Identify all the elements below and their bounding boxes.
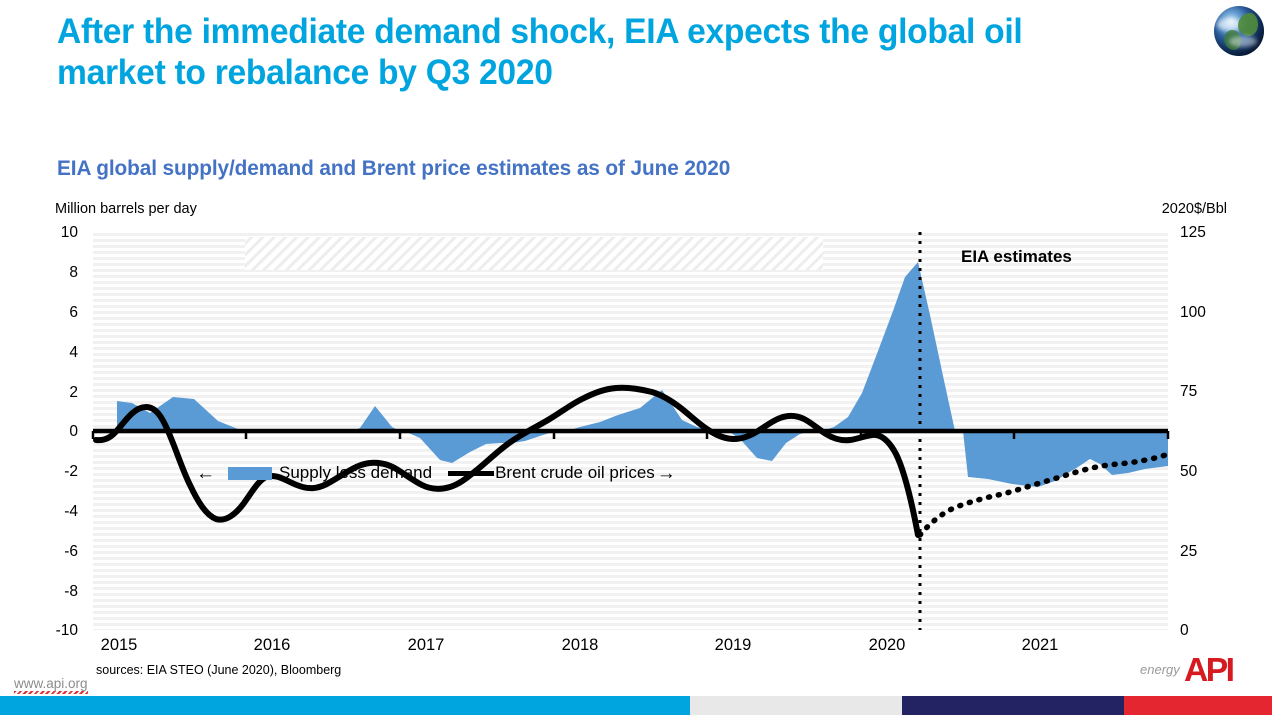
left-axis-arrow-icon: ←: [196, 462, 215, 484]
left-axis-unit-label: Million barrels per day: [55, 201, 197, 217]
api-logo-energy-word: energy: [1140, 662, 1180, 677]
x-axis-tick-label: 2017: [407, 636, 445, 654]
globe-cloud-shape: [1217, 18, 1243, 31]
chart-legend: ← Supply less demand Brent crude oil pri…: [196, 463, 676, 483]
bottom-color-bar: [0, 696, 1272, 715]
bottom-bar-segment-cyan: [0, 696, 690, 715]
api-logo: energy API: [1140, 651, 1252, 693]
brent-price-line-historical: [93, 384, 921, 538]
y2-axis-tick-label: 125: [1180, 224, 1206, 241]
api-logo-api-word: API: [1184, 651, 1235, 688]
chart-subtitle: EIA global supply/demand and Brent price…: [57, 157, 731, 180]
x-axis-tick-label: 2019: [714, 636, 752, 654]
bottom-bar-segment-navy: [902, 696, 1124, 715]
right-axis-unit-label: 2020$/Bbl: [1161, 201, 1227, 217]
globe-icon: [1214, 6, 1264, 56]
x-axis-tick-label: 2018: [561, 636, 599, 654]
bottom-bar-segment-gray: [690, 696, 902, 715]
y-axis-tick-label: 0: [69, 423, 78, 440]
right-axis-arrow-icon: →: [656, 462, 676, 484]
y2-axis-tick-label: 50: [1180, 463, 1198, 480]
y-axis-tick-label: -6: [64, 543, 78, 560]
y2-axis-tick-label: 0: [1180, 622, 1189, 639]
x-axis-tick-label: 2015: [100, 636, 138, 654]
legend-hatch-band: [245, 237, 823, 270]
x-axis-tick-label: 2021: [1021, 636, 1059, 654]
y-axis-tick-label: 4: [69, 344, 78, 361]
y2-axis-tick-label: 75: [1180, 383, 1198, 400]
globe-landmass-shape: [1238, 13, 1258, 36]
globe-cloud-shape: [1229, 36, 1257, 47]
x-axis-ticks: [91, 431, 1170, 439]
legend-label-brent-crude-oil-prices: Brent crude oil prices: [495, 463, 655, 482]
y-axis-tick-label: 8: [69, 264, 78, 281]
x-axis-tick-label: 2020: [868, 636, 906, 654]
y2-axis-tick-label: 25: [1180, 543, 1198, 560]
website-link[interactable]: www.api.org: [14, 676, 88, 694]
page-title: After the immediate demand shock, EIA ex…: [57, 12, 1023, 92]
brent-price-line-forecast: [917, 451, 1168, 538]
eia-estimates-annotation: EIA estimates: [961, 247, 1072, 266]
bottom-bar-segment-red: [1124, 696, 1272, 715]
y-axis-tick-label: -4: [64, 503, 78, 520]
x-axis-tick-label: 2016: [253, 636, 291, 654]
y-axis-tick-label: -10: [55, 622, 78, 639]
supply-less-demand-swatch: [228, 466, 272, 480]
brent-price-line-swatch: [448, 470, 495, 476]
y-axis-tick-label: 6: [69, 304, 78, 321]
chart-container: 10 8 6 4 2 0 -2 -4 -6 -8 -10 125 100 75 …: [0, 215, 1272, 654]
chart-plot-svg: [91, 232, 1170, 630]
y-axis-tick-label: -8: [64, 583, 78, 600]
y-axis-tick-label: 2: [69, 384, 78, 401]
globe-landmass-shape: [1224, 30, 1241, 50]
source-note: sources: EIA STEO (June 2020), Bloomberg: [96, 663, 342, 677]
legend-label-supply-less-demand: Supply less demand: [279, 463, 433, 482]
y-axis-tick-label: 10: [60, 224, 78, 241]
y2-axis-tick-label: 100: [1180, 304, 1206, 321]
y-axis-tick-label: -2: [64, 463, 78, 480]
